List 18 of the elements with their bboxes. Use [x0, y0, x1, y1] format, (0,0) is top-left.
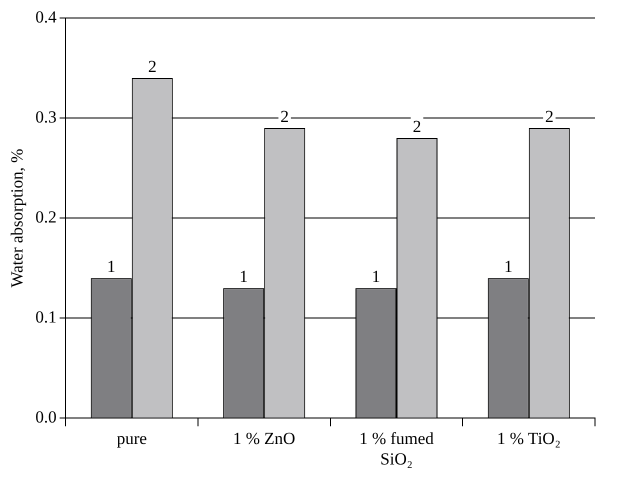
text: 1: [504, 257, 513, 276]
x-tick-label: 1 % fumed SiO₂: [359, 428, 434, 468]
text: 1: [239, 267, 248, 286]
text: 2: [412, 117, 422, 136]
y-tick-label: 0.4: [35, 7, 58, 26]
y-tick-label: 0.0: [35, 408, 57, 427]
y-tick-label: 0.1: [35, 308, 57, 327]
y-axis-title: Water absorption, %: [8, 148, 27, 288]
series-label: 1: [107, 257, 116, 276]
y-tick-label: 0.3: [35, 108, 57, 127]
x-tick-label: 1 % TiO₂: [497, 428, 561, 448]
y-tick-label: 0.2: [35, 208, 57, 227]
text: 1: [372, 267, 380, 286]
text: 2: [545, 107, 554, 126]
series-label: 2: [148, 57, 157, 76]
x-tick-label: pure: [116, 428, 147, 448]
text: 2: [280, 107, 289, 126]
x-tick-label: 1 % ZnO: [232, 428, 296, 448]
